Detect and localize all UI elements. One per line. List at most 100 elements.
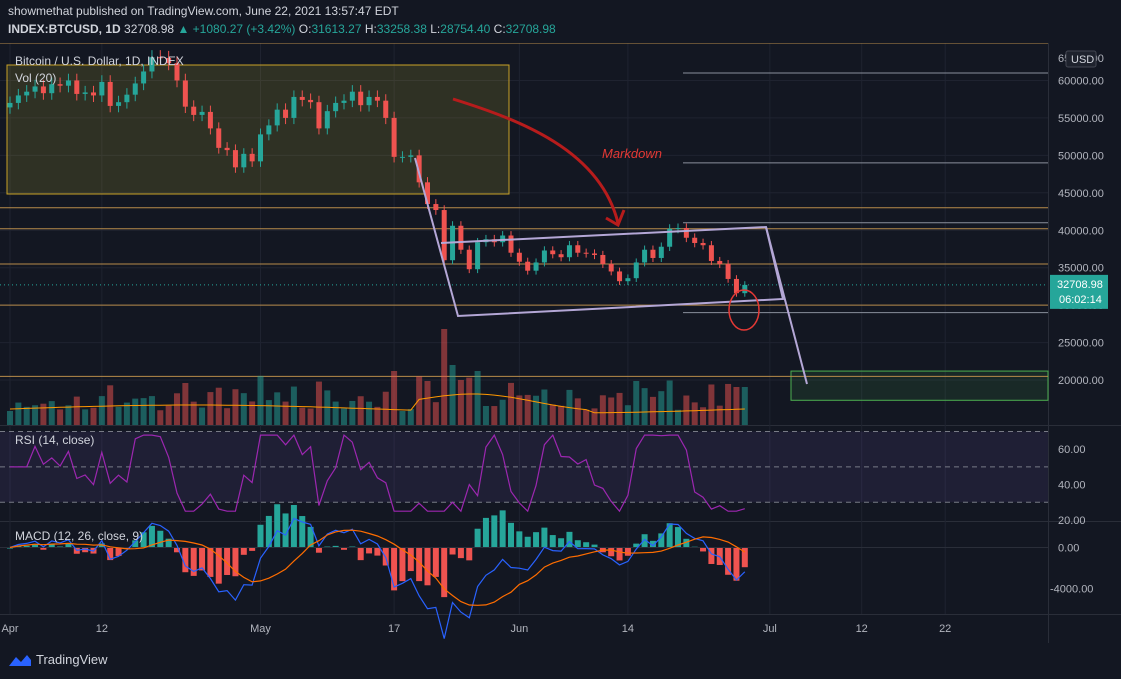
volume-bar	[15, 402, 22, 425]
open-label: O:	[298, 22, 312, 36]
candle-body	[299, 96, 305, 100]
macd-histogram-bar	[148, 525, 155, 548]
macd-histogram-bar	[474, 528, 481, 548]
volume-bar	[224, 408, 231, 425]
volume-bar	[82, 409, 89, 425]
volume-bar	[232, 389, 239, 425]
macd-histogram-bar	[32, 544, 39, 548]
price-tick-label: 35000.00	[1058, 263, 1104, 275]
volume-bar	[675, 409, 681, 425]
candle-body	[65, 80, 71, 86]
macd-histogram-bar	[641, 534, 648, 548]
macd-histogram-bar	[591, 544, 598, 548]
price-tick-label: 20000.00	[1058, 375, 1104, 387]
macd-histogram-bar	[491, 515, 498, 548]
macd-histogram-bar	[649, 540, 656, 548]
volume-bar	[257, 375, 264, 425]
candle-body	[683, 228, 689, 238]
chart-svg[interactable]: Markdown Bitcoin / U.S. Dollar, 1D, INDEX…	[0, 42, 1121, 643]
macd-histogram-bar	[48, 544, 55, 548]
rsi-tick-label: 60.00	[1058, 444, 1086, 456]
candle-body	[500, 235, 506, 243]
volume-bar	[399, 411, 406, 425]
volume-bar	[165, 405, 172, 425]
candle-body	[717, 260, 723, 264]
high-value: 33258.38	[376, 22, 427, 36]
volume-bar	[199, 407, 206, 425]
publisher-text: showmethat published on TradingView.com,…	[8, 4, 399, 18]
macd-histogram-bar	[240, 547, 247, 555]
candle-body	[24, 91, 30, 96]
candle-body	[132, 83, 138, 95]
volume-bar	[441, 329, 448, 425]
candle-body	[592, 253, 597, 255]
volume-bar	[157, 410, 164, 425]
candle-body	[341, 100, 347, 103]
volume-bar	[307, 408, 314, 425]
macd-histogram-bar	[633, 543, 640, 548]
macd-histogram-bar	[65, 543, 72, 548]
volume-bar	[174, 393, 180, 425]
candle-body	[91, 92, 96, 96]
candle-body	[533, 262, 539, 271]
highlight-circle	[728, 289, 760, 331]
volume-bar	[641, 388, 648, 425]
volume-bar	[466, 377, 473, 425]
symbol-label: INDEX:BTCUSD, 1D	[8, 22, 121, 36]
volume-bar	[374, 406, 381, 425]
candle-body	[725, 263, 731, 279]
macd-histogram-bar	[299, 516, 306, 548]
markdown-annotation: Markdown	[602, 146, 662, 161]
volume-bar	[249, 401, 256, 425]
candle-body	[642, 249, 648, 263]
candle-body	[608, 263, 614, 272]
candle-body	[583, 252, 589, 254]
rsi-tick-label: 20.00	[1058, 515, 1086, 527]
candle-body	[383, 100, 389, 118]
macd-histogram-bar	[366, 547, 373, 554]
candle-body	[458, 225, 464, 250]
macd-histogram-bar	[224, 547, 231, 575]
price-value: 32708.98	[124, 22, 175, 36]
volume-bar	[457, 380, 464, 425]
candle-body	[199, 111, 205, 115]
candle-body	[358, 91, 364, 106]
candle-body	[141, 71, 147, 84]
macd-histogram-bar	[441, 547, 448, 598]
macd-histogram-bar	[524, 536, 531, 548]
macd-histogram-bar	[174, 547, 180, 553]
time-tick-label: 12	[96, 623, 108, 635]
arrow-head-icon	[605, 209, 626, 228]
tradingview-brand[interactable]: TradingView	[8, 652, 108, 667]
candle-body	[124, 94, 130, 103]
volume-bar	[524, 394, 531, 425]
candle-body	[274, 109, 280, 126]
macd-histogram-bar	[265, 515, 272, 548]
tradingview-logo-icon	[9, 654, 31, 666]
time-tick-label: 12	[856, 623, 868, 635]
macd-histogram-bar	[457, 547, 464, 559]
volume-bar	[332, 401, 339, 425]
price-tick-label: 60000.00	[1058, 75, 1104, 87]
volume-bar	[132, 398, 139, 425]
currency-label: USD	[1071, 54, 1094, 66]
chart-area[interactable]: Markdown Bitcoin / U.S. Dollar, 1D, INDEX…	[0, 42, 1121, 643]
range-box	[6, 64, 510, 195]
volume-bar	[482, 406, 489, 425]
macd-histogram-bar	[332, 545, 339, 548]
volume-bar	[591, 408, 598, 425]
macd-histogram-bar	[357, 547, 364, 561]
candle-body	[283, 109, 289, 118]
macd-histogram-bar	[583, 542, 590, 548]
candle-body	[566, 245, 572, 258]
time-tick-label: 17	[388, 623, 400, 635]
candle-body	[391, 117, 397, 157]
volume-bar	[349, 400, 356, 425]
rsi-line	[10, 433, 745, 513]
volume-bar	[708, 384, 715, 425]
macd-histogram-bar	[658, 533, 665, 548]
volume-bar	[407, 409, 414, 425]
candle-body	[349, 91, 355, 101]
macd-histogram-bar	[215, 547, 222, 584]
candle-body	[40, 86, 46, 94]
